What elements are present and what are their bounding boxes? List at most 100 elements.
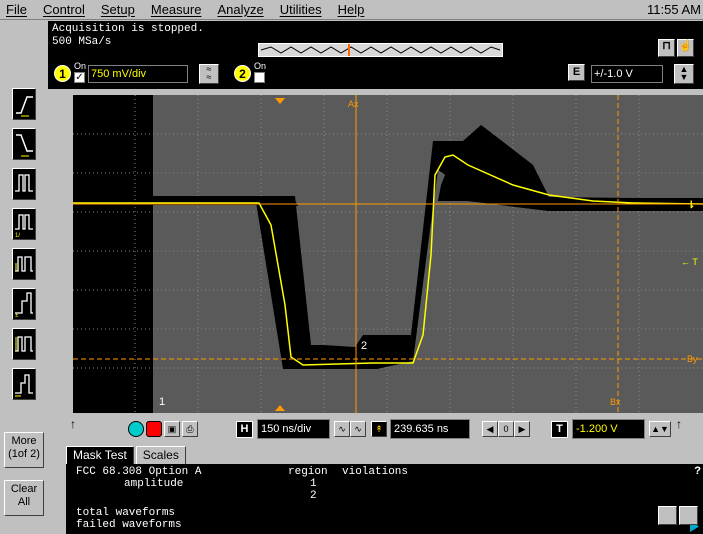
setup-hold-trigger-tool[interactable] — [12, 368, 36, 400]
clear-all-button[interactable]: Clear All — [4, 480, 44, 516]
region-2-label: 2 — [361, 340, 367, 352]
save-icon[interactable]: ▣ — [164, 421, 180, 437]
square-wave-icon: ⊓ — [662, 41, 671, 53]
timebase-scale-field[interactable]: 150 ns/div — [257, 419, 330, 439]
timebase-fine-button[interactable]: ∿ — [350, 421, 366, 437]
left-toolbar: 1/ ± More (1of 2) Clear All — [0, 20, 48, 534]
menu-file[interactable]: File — [0, 2, 35, 17]
clear-all-label: All — [5, 496, 43, 509]
region-2-row: 2 — [310, 491, 317, 502]
rising-edge-icon — [16, 97, 33, 113]
status-bar: Acquisition is stopped. 500 MSa/s ⊓ ☝ — [48, 21, 703, 59]
channel-1-checkbox[interactable]: ✓ — [74, 72, 85, 83]
by-label: By — [687, 354, 698, 364]
trigger-level-spinner[interactable]: ▲▼ — [649, 421, 671, 437]
region-1-label: 1 — [159, 396, 165, 408]
channel-1-scale-field[interactable]: 750 mV/div — [88, 65, 188, 83]
pulse-width-tool[interactable] — [12, 168, 36, 200]
falling-edge-icon — [16, 135, 33, 151]
run-mode-button[interactable] — [128, 421, 144, 437]
runt-trigger-tool[interactable]: ± — [12, 288, 36, 320]
ax-label: Ax — [348, 99, 359, 109]
trigger-marker-label: ← T — [681, 257, 698, 267]
runt-icon — [15, 293, 33, 313]
delay-left-button[interactable]: ◀ — [482, 421, 498, 437]
clock: 11:55 AM — [647, 2, 701, 17]
menu-utilities[interactable]: Utilities — [272, 2, 330, 17]
overview-waveform-icon — [259, 44, 502, 56]
channel-1-ground-icon: ⇂ — [687, 200, 695, 211]
timeout-icon — [15, 337, 33, 351]
help-button[interactable]: ? — [694, 467, 701, 478]
mask-run-button[interactable] — [658, 506, 677, 525]
channel-2-on-label: On — [254, 61, 266, 71]
delay-field[interactable]: 239.635 ns — [390, 419, 470, 439]
channel-1-badge[interactable]: 1 — [54, 65, 71, 82]
trigger-button[interactable]: T — [551, 421, 568, 438]
more-button[interactable]: More (1of 2) — [4, 432, 44, 468]
mask-test-panel: FCC 68.308 Option A amplitude region vio… — [66, 464, 703, 534]
svg-text:±: ± — [15, 313, 19, 319]
glitch-icon — [15, 257, 33, 271]
offset-button[interactable]: E — [568, 64, 585, 81]
more-label: More — [5, 435, 43, 448]
clear-label: Clear — [5, 483, 43, 496]
mask-name: FCC 68.308 Option A — [76, 467, 201, 478]
mask-region-left — [73, 95, 153, 413]
channel-2-checkbox[interactable] — [254, 72, 265, 83]
channel-2-badge[interactable]: 2 — [234, 65, 251, 82]
pulse-train-icon — [15, 175, 33, 191]
menu-setup[interactable]: Setup — [93, 2, 143, 17]
failed-waveforms-label: failed waveforms — [76, 520, 182, 531]
mask-subtitle: amplitude — [124, 479, 183, 490]
trigger-level-field[interactable]: -1.200 V — [572, 419, 645, 439]
delay-marker-icon[interactable]: ↟ — [371, 421, 387, 437]
tab-mask-test[interactable]: Mask Test — [66, 446, 134, 464]
glitch-trigger-tool[interactable] — [12, 248, 36, 280]
delay-zero-button[interactable]: 0 — [498, 421, 514, 437]
display-mode-button[interactable]: ⊓ — [658, 39, 675, 57]
total-waveforms-label: total waveforms — [76, 508, 175, 519]
offset-field[interactable]: +/-1.0 V — [591, 65, 663, 83]
panel-tabs: Mask Test Scales — [66, 446, 188, 464]
menu-measure[interactable]: Measure — [143, 2, 210, 17]
waveform-graticule[interactable]: Ax Bx By ← T 1 2 ⇂ — [73, 95, 703, 413]
menu-control[interactable]: Control — [35, 2, 93, 17]
offset-spinner[interactable]: ▲ ▼ — [674, 64, 694, 84]
channel-controls: 1 On ✓ 750 mV/div ≈ ≈ 2 On E +/-1.0 V ▲ ▼ — [48, 59, 703, 89]
channel-1-on-toggle[interactable]: On ✓ — [74, 62, 86, 83]
falling-edge-trigger-tool[interactable] — [12, 128, 36, 160]
pointer-mode-button[interactable]: ☝ — [677, 39, 694, 57]
sample-rate: 500 MSa/s — [52, 36, 111, 48]
tilde-icon: ≈ ≈ — [207, 64, 212, 82]
menu-bar: File Control Setup Measure Analyze Utili… — [0, 0, 703, 20]
rising-edge-trigger-tool[interactable] — [12, 88, 36, 120]
svg-text:1/: 1/ — [15, 233, 20, 239]
channel-1-on-label: On — [74, 61, 86, 71]
violations-header: violations — [342, 467, 408, 478]
pulse-count-tool[interactable]: 1/ — [12, 208, 36, 240]
channel-2-on-toggle[interactable]: On — [254, 62, 266, 83]
delay-right-button[interactable]: ▶ — [514, 421, 530, 437]
print-icon[interactable]: ⎙ — [182, 421, 198, 437]
hand-pointer-icon: ☝ — [679, 41, 693, 53]
bx-label: Bx — [610, 397, 621, 407]
mask-stop-button[interactable] — [679, 506, 698, 525]
tab-scales[interactable]: Scales — [136, 446, 186, 464]
up-arrow-icon-right: ↑ — [676, 417, 682, 431]
timebase-coarse-button[interactable]: ∿ — [334, 421, 350, 437]
pulse-count-icon — [15, 215, 33, 229]
channel-1-scale-spinner[interactable]: ≈ ≈ — [199, 64, 219, 84]
waveform-overview-bar[interactable] — [258, 43, 503, 57]
menu-analyze[interactable]: Analyze — [209, 2, 271, 17]
acquisition-status: Acquisition is stopped. — [52, 23, 204, 35]
stop-mode-button[interactable] — [146, 421, 162, 437]
setup-hold-icon — [15, 375, 33, 393]
timeout-trigger-tool[interactable] — [12, 328, 36, 360]
more-page-label: (1of 2) — [5, 448, 43, 461]
region-header: region — [288, 467, 328, 478]
menu-help[interactable]: Help — [330, 2, 373, 17]
region-1-row: 1 — [310, 479, 317, 490]
up-down-arrow-icon: ▲ ▼ — [680, 64, 689, 82]
horizontal-button[interactable]: H — [236, 421, 253, 438]
